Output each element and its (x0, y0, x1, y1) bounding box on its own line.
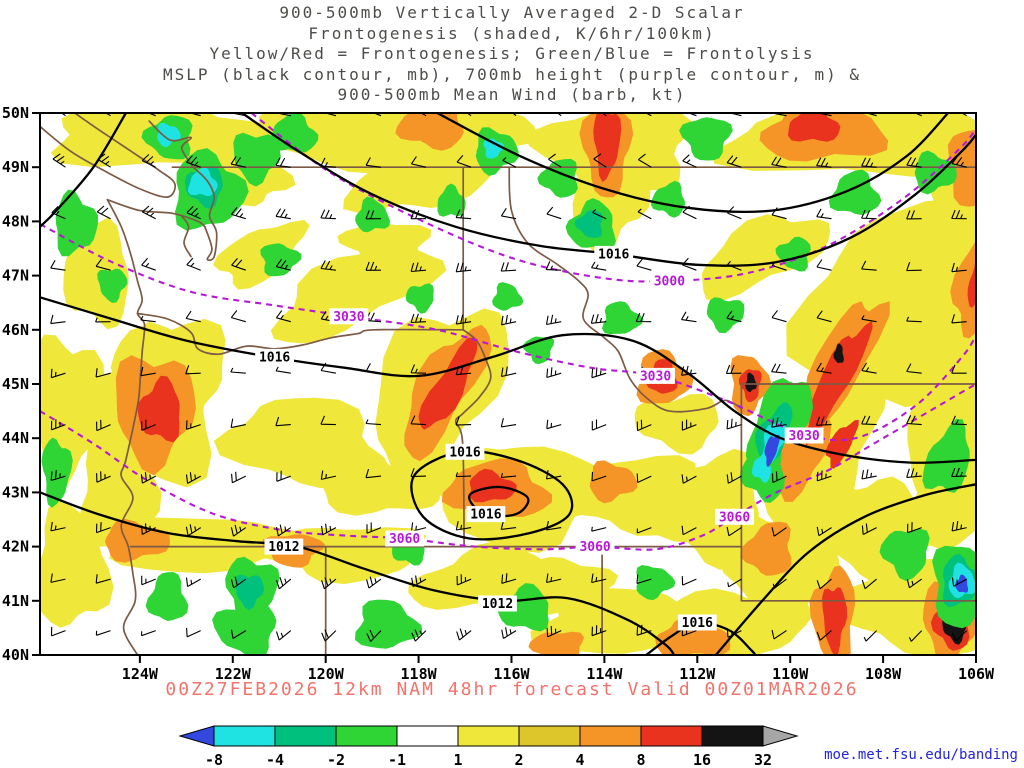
svg-text:124W: 124W (122, 665, 159, 683)
svg-text:3030: 3030 (788, 429, 819, 444)
svg-text:41N: 41N (2, 592, 29, 610)
lon-axis-labels: 124W 122W 120W 118W 116W 114W 112W 110W 108W 106W (122, 665, 995, 683)
border-wa-or-columbia (136, 312, 465, 356)
colorbar-segment (274, 725, 337, 747)
svg-text:44N: 44N (2, 429, 29, 447)
colorbar-segment (396, 725, 459, 747)
title-line-5: 900-500mb Mean Wind (barb, kt) (337, 85, 687, 104)
svg-text:116W: 116W (493, 665, 530, 683)
border-vancouver-island (40, 113, 176, 198)
border-bc-mainland (148, 120, 195, 169)
title-line-3: Yellow/Red = Frontogenesis; Green/Blue =… (209, 44, 815, 63)
height-contour-layer (40, 113, 976, 551)
svg-text:50N: 50N (2, 104, 29, 122)
colorbar-tick-label: 16 (693, 751, 711, 768)
svg-text:118W: 118W (401, 665, 438, 683)
colorbar-tick-label: 2 (514, 751, 523, 768)
svg-text:42N: 42N (2, 538, 29, 556)
lat-axis-labels: 50N 49N 48N 47N 46N 45N 44N 43N 42N 41N 40N (2, 104, 29, 664)
chart-title-block: 900-500mb Vertically Averaged 2-D Scalar… (0, 3, 1024, 106)
svg-text:108W: 108W (865, 665, 902, 683)
svg-text:1012: 1012 (482, 597, 513, 612)
svg-text:3030: 3030 (640, 369, 671, 384)
colorbar-segment (701, 725, 764, 747)
colorbar-under-arrow (178, 725, 215, 747)
map-plot: 3000 3030 3030 3030 3060 3060 3060 1016 1016 1016… (2, 104, 995, 683)
wind-barbs-layer (50, 113, 968, 642)
colorbar-segment (640, 725, 703, 747)
colorbar-tick-label: 32 (754, 751, 772, 768)
svg-text:1016: 1016 (259, 350, 290, 365)
svg-text:122W: 122W (215, 665, 252, 683)
forecast-caption: 00Z27FEB2026 12km NAM 48hr forecast Vali… (165, 679, 859, 700)
svg-text:120W: 120W (308, 665, 345, 683)
colorbar-tick-label: 1 (453, 751, 462, 768)
border-juan-de-fuca (106, 198, 206, 228)
colorbar-tick-label: -8 (205, 751, 223, 768)
border-puget-sound (192, 166, 218, 262)
colorbar-over-arrow (762, 725, 799, 747)
svg-text:1016: 1016 (470, 508, 501, 523)
colorbar-segment (518, 725, 581, 747)
svg-text:46N: 46N (2, 321, 29, 339)
map-inner: 3000 3030 3030 3030 3060 3060 3060 1016 1016 1016… (40, 113, 976, 655)
site-credit: moe.met.fsu.edu/banding (824, 747, 1018, 763)
colorbar-tick-label: 8 (636, 751, 645, 768)
colorbar-segment (213, 725, 276, 747)
svg-text:3000: 3000 (654, 275, 685, 290)
colorbar-tick-label: -4 (266, 751, 284, 768)
border-hood-canal (180, 215, 192, 258)
svg-text:1012: 1012 (268, 540, 299, 555)
svg-text:40N: 40N (2, 646, 29, 664)
contour-labels-layer: 3000 3030 3030 3030 3060 3060 3060 1016 1016 1016… (255, 245, 824, 631)
axis-ticks (32, 112, 977, 663)
svg-text:112W: 112W (679, 665, 716, 683)
svg-text:3060: 3060 (389, 532, 420, 547)
shading-layer (40, 113, 976, 655)
svg-text:1016: 1016 (449, 445, 480, 460)
svg-text:45N: 45N (2, 375, 29, 393)
border-id-mt-divide (508, 166, 743, 413)
svg-text:1016: 1016 (682, 616, 713, 631)
title-line-4: MSLP (black contour, mb), 700mb height (… (163, 64, 861, 84)
title-line-2: Frontogenesis (shaded, K/6hr/100km) (308, 23, 716, 43)
svg-text:49N: 49N (2, 158, 29, 176)
title-line-1: 900-500mb Vertically Averaged 2-D Scalar (279, 3, 745, 22)
border-or-id-snake (454, 328, 492, 548)
colorbar: -8 -4 -2 -1 1 2 4 8 16 32 (178, 725, 799, 768)
svg-text:47N: 47N (2, 267, 29, 285)
svg-text:3060: 3060 (579, 540, 610, 555)
colorbar-tick-label: -2 (327, 751, 345, 768)
svg-text:3030: 3030 (333, 310, 364, 325)
colorbar-tick-label: 4 (575, 751, 584, 768)
svg-text:1016: 1016 (598, 247, 629, 262)
colorbar-tick-label: -1 (388, 751, 406, 768)
colorbar-segment (457, 725, 520, 747)
colorbar-segment (579, 725, 642, 747)
svg-text:3060: 3060 (719, 510, 750, 525)
colorbar-segment (335, 725, 398, 747)
svg-text:43N: 43N (2, 483, 29, 501)
border-pacific-coast (106, 198, 146, 655)
svg-text:48N: 48N (2, 212, 29, 230)
svg-text:114W: 114W (586, 665, 623, 683)
svg-text:106W: 106W (958, 665, 995, 683)
svg-text:110W: 110W (772, 665, 809, 683)
